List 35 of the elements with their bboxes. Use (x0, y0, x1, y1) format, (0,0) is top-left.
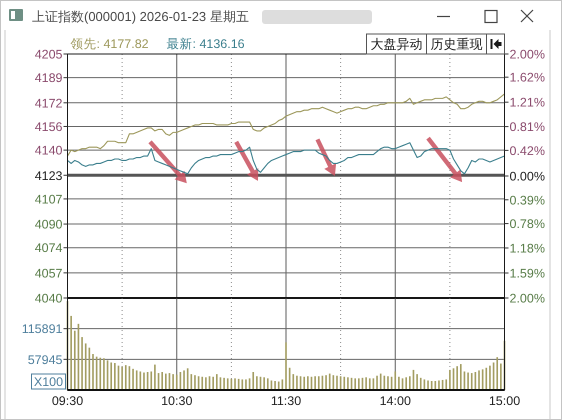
y2-tick-label: 2.00% (510, 48, 545, 62)
y2-tick-label: 1.62% (510, 70, 545, 85)
y2-tick-label: 0.00% (510, 170, 545, 184)
y2-tick-label: 0.81% (510, 120, 545, 134)
y2-tick-label: 0.78% (510, 217, 545, 232)
y2-tick-label: 1.18% (510, 241, 545, 256)
y-tick-label: 4107 (34, 192, 63, 206)
y-tick-label: 4172 (34, 96, 63, 110)
y2-tick-label: 0.39% (510, 193, 545, 208)
y-tick-label: 4040 (34, 292, 63, 306)
text: 最新: 4136.16 (166, 37, 245, 51)
x-tick-label: 10:30 (161, 394, 192, 408)
y2-tick-label: 1.21% (510, 96, 545, 110)
y-tick-label: 4057 (34, 266, 63, 280)
chart-title: 上证指数(000001) 2026-01-23 星期五 (32, 9, 249, 24)
y-tick-label: 4074 (34, 241, 63, 256)
y-tick-label: 4205 (34, 48, 63, 62)
y-tick-label: 115891 (22, 322, 63, 336)
x-tick-label: 09:30 (52, 394, 84, 408)
y2-tick-label: 0.42% (510, 144, 545, 158)
y-tick-label: 4140 (34, 144, 63, 158)
button: 历史重现 (426, 34, 487, 54)
y-tick-label: 4156 (34, 120, 63, 134)
y-axis-title: X100 (34, 375, 64, 389)
y-tick-label: 4189 (34, 71, 63, 86)
text: 领先: 4177.82 (70, 37, 149, 51)
x-tick-label: 11:30 (270, 394, 302, 408)
button: 大盘异动 (366, 34, 427, 54)
x-tick-label: 15:00 (488, 394, 520, 408)
x-tick-label: 14:00 (380, 394, 411, 408)
y-tick-label: 4123 (34, 168, 63, 183)
y-tick-label: 57945 (28, 352, 63, 367)
y2-tick-label: 2.00% (510, 292, 545, 306)
y2-tick-label: 1.59% (510, 266, 545, 280)
y-tick-label: 4090 (34, 218, 63, 232)
